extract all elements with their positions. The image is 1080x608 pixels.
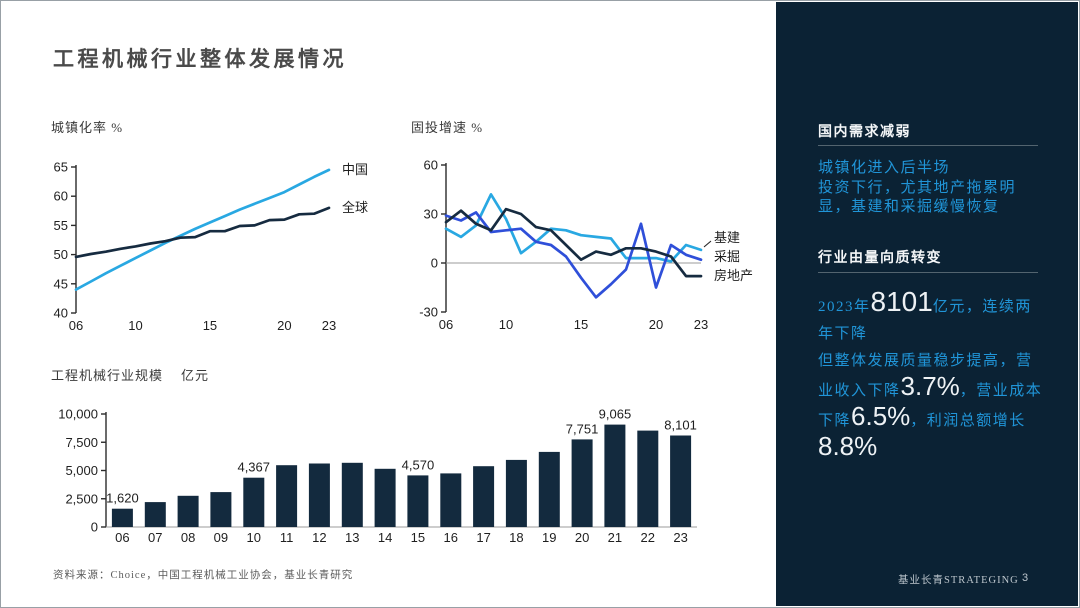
svg-text:13: 13: [345, 530, 359, 545]
source-note: 资料来源：Choice，中国工程机械工业协会，基业长青研究: [53, 570, 354, 581]
svg-text:14: 14: [378, 530, 392, 545]
svg-text:15: 15: [411, 530, 425, 545]
svg-text:11: 11: [280, 530, 294, 545]
svg-text:60: 60: [54, 189, 68, 204]
svg-text:40: 40: [54, 306, 68, 321]
text-segment: ，营业成本下降: [818, 383, 1043, 429]
highlight-number: 8.8%: [818, 431, 878, 461]
sidebar-heading-demand: 国内需求减弱: [818, 125, 911, 140]
sidebar-highlight-scale: 2023年8101亿元，连续两年下降: [818, 288, 1048, 348]
highlight-number: 6.5%: [851, 401, 911, 431]
text-segment: 但整体发展质量稳步提高，营业收入下降: [818, 353, 1033, 399]
sidebar-paragraph-demand-line1: 城镇化进入后半场: [818, 160, 951, 176]
svg-text:06: 06: [115, 530, 129, 545]
svg-text:7,751: 7,751: [566, 421, 599, 436]
divider-line: [818, 272, 1038, 273]
page-title: 工程机械行业整体发展情况: [53, 47, 347, 71]
highlight-number: 8101: [870, 286, 933, 317]
text-segment: 2023年: [818, 299, 871, 315]
svg-text:20: 20: [649, 317, 663, 332]
svg-text:7,500: 7,500: [65, 435, 98, 450]
svg-text:22: 22: [641, 530, 655, 545]
svg-text:采掘: 采掘: [714, 249, 740, 264]
svg-text:18: 18: [509, 530, 523, 545]
sidebar-heading-quality: 行业由量向质转变: [818, 251, 942, 266]
svg-text:17: 17: [476, 530, 490, 545]
svg-text:10,000: 10,000: [58, 407, 98, 422]
fixed-investment-chart-title: 固投增速 %: [411, 120, 484, 135]
svg-text:中国: 中国: [342, 162, 368, 177]
sidebar-paragraph-demand-line2: 投资下行，尤其地产拖累明显，基建和采掘缓慢恢复: [818, 179, 1017, 216]
svg-text:10: 10: [247, 530, 261, 545]
industry-scale-bar-plot: 0 2,500 5,000 7,500 10,000 06 1,620 07 08 09 10 4,3…: [58, 407, 697, 545]
urbanization-chart: 城镇化率 % 40 45 50 55 60 65 06 10 15 20 23 中国全球: [49, 117, 399, 350]
svg-text:4,367: 4,367: [237, 460, 270, 475]
svg-text:65: 65: [54, 160, 68, 175]
urbanization-chart-title: 城镇化率 %: [51, 120, 124, 135]
svg-text:5,000: 5,000: [65, 463, 98, 478]
highlight-number: 3.7%: [900, 371, 960, 401]
text-segment: ，利润总额增长: [910, 413, 1026, 429]
svg-text:9,065: 9,065: [599, 407, 632, 422]
svg-text:20: 20: [277, 318, 291, 333]
footer-brand: 基业长青STRATEGING: [898, 575, 1019, 586]
page-number: 3: [1022, 572, 1029, 584]
svg-text:8,101: 8,101: [664, 417, 697, 432]
svg-text:60: 60: [424, 158, 438, 173]
svg-text:12: 12: [312, 530, 326, 545]
svg-text:06: 06: [69, 318, 83, 333]
svg-text:09: 09: [214, 530, 228, 545]
industry-scale-unit: 亿元: [181, 368, 210, 383]
svg-text:基建: 基建: [714, 230, 740, 245]
svg-text:房地产: 房地产: [714, 268, 753, 283]
industry-scale-chart: 工程机械行业规模 亿元 0 2,500 5,000 7,500 10,000 06 1,620…: [49, 365, 739, 558]
svg-text:23: 23: [694, 317, 708, 332]
svg-text:16: 16: [444, 530, 458, 545]
svg-text:07: 07: [148, 530, 162, 545]
fixed-investment-chart: 固投增速 % -30 0 30 60 06 10 15 20 23 基建采掘房地产: [409, 117, 759, 350]
svg-text:10: 10: [128, 318, 142, 333]
svg-text:45: 45: [54, 276, 68, 291]
industry-scale-chart-title: 工程机械行业规模 亿元: [51, 365, 739, 384]
svg-text:50: 50: [54, 247, 68, 262]
svg-text:全球: 全球: [342, 200, 368, 215]
svg-text:15: 15: [203, 318, 217, 333]
svg-text:30: 30: [424, 207, 438, 222]
svg-text:-30: -30: [419, 305, 438, 320]
sidebar-panel: 国内需求减弱 城镇化进入后半场 投资下行，尤其地产拖累明显，基建和采掘缓慢恢复 …: [776, 2, 1078, 606]
divider-line: [818, 145, 1038, 146]
svg-text:0: 0: [431, 256, 438, 271]
svg-text:21: 21: [608, 530, 622, 545]
text-segment: 亿元，连续两年下降: [818, 299, 1032, 342]
svg-text:08: 08: [181, 530, 195, 545]
sidebar-highlight-quality: 但整体发展质量稳步提高，营业收入下降3.7%，营业成本下降6.5%，利润总额增长…: [818, 349, 1048, 464]
svg-text:0: 0: [91, 520, 98, 535]
svg-text:19: 19: [542, 530, 556, 545]
svg-text:23: 23: [673, 530, 687, 545]
svg-text:15: 15: [574, 317, 588, 332]
svg-text:4,570: 4,570: [402, 457, 435, 472]
svg-text:20: 20: [575, 530, 589, 545]
svg-text:1,620: 1,620: [106, 491, 139, 506]
svg-text:2,500: 2,500: [65, 491, 98, 506]
svg-text:23: 23: [322, 318, 336, 333]
svg-text:10: 10: [499, 317, 513, 332]
industry-scale-title-text: 工程机械行业规模: [51, 368, 164, 383]
svg-text:06: 06: [439, 317, 453, 332]
sidebar-paragraph-demand: 城镇化进入后半场 投资下行，尤其地产拖累明显，基建和采掘缓慢恢复: [818, 159, 1048, 218]
svg-text:55: 55: [54, 218, 68, 233]
